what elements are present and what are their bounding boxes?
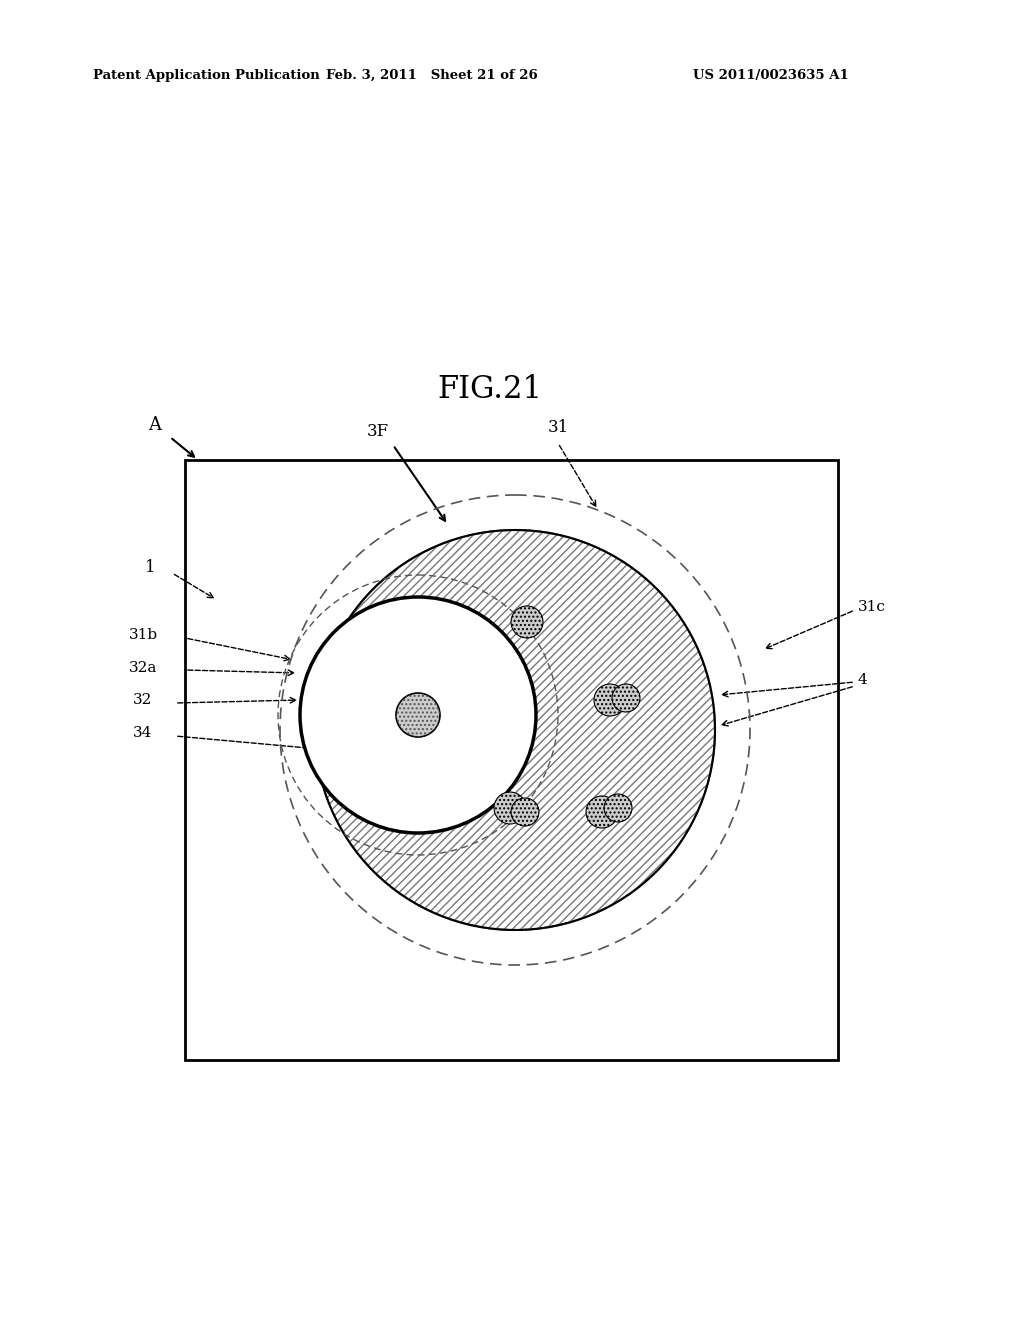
- Circle shape: [300, 597, 536, 833]
- Circle shape: [594, 684, 626, 715]
- Circle shape: [612, 684, 640, 711]
- Text: 31b: 31b: [128, 628, 158, 642]
- Circle shape: [511, 606, 543, 638]
- Circle shape: [396, 693, 440, 737]
- Text: Feb. 3, 2011   Sheet 21 of 26: Feb. 3, 2011 Sheet 21 of 26: [326, 69, 538, 82]
- Text: Patent Application Publication: Patent Application Publication: [93, 69, 319, 82]
- Bar: [185, 459, 838, 1060]
- Text: 32: 32: [133, 693, 153, 708]
- Text: 31c: 31c: [858, 601, 886, 614]
- Text: 4: 4: [858, 673, 867, 686]
- Circle shape: [586, 796, 618, 828]
- Circle shape: [511, 799, 539, 826]
- Text: 3F: 3F: [367, 424, 389, 441]
- Text: 32a: 32a: [129, 661, 158, 675]
- Circle shape: [494, 792, 526, 824]
- Text: 1: 1: [144, 560, 156, 577]
- Text: A: A: [148, 416, 162, 434]
- Circle shape: [604, 795, 632, 822]
- Text: US 2011/0023635 A1: US 2011/0023635 A1: [693, 69, 849, 82]
- Circle shape: [315, 531, 715, 931]
- Text: 31: 31: [548, 420, 568, 437]
- Text: 34: 34: [133, 726, 153, 741]
- Text: FIG.21: FIG.21: [437, 375, 543, 405]
